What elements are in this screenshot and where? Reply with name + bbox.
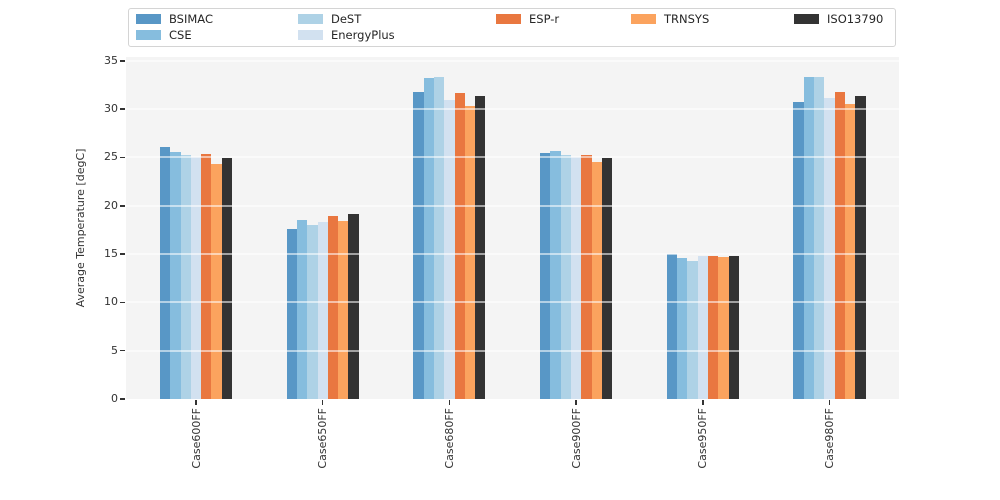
bar-ISO13790-Case680FF [475,95,486,399]
bar-ESP-r-Case900FF [581,154,592,399]
y-tick-label-35: 35 [104,53,118,67]
legend-swatch-BSIMAC [136,14,161,24]
y-tick-label-10: 10 [104,295,118,309]
bar-CSE-Case900FF [550,150,561,399]
bar-BSIMAC-Case950FF [666,254,678,399]
gridline-20 [126,204,899,207]
gridline-25 [126,156,899,159]
x-tick-mark [448,400,451,405]
y-tick-label-0: 0 [111,392,118,405]
bar-BSIMAC-Case600FF [159,146,171,399]
legend-swatch-ISO13790 [794,14,819,24]
bar-ISO13790-Case980FF [855,95,866,399]
y-tick-mark [120,108,125,110]
x-tick-label-Case980FF: Case980FF [823,408,836,469]
legend-label-CSE: CSE [169,28,192,42]
y-tick-label-5: 5 [111,343,118,357]
legend-label-DeST: DeST [331,12,362,26]
legend-swatch-EnergyPlus [298,30,323,40]
gridline-10 [126,301,899,304]
x-tick-label-Case600FF: Case600FF [189,408,203,469]
legend-label-ESP-r: ESP-r [529,12,560,26]
gridline-15 [126,253,899,256]
gridline-30 [126,108,899,111]
bar-DeST-Case650FF [307,225,318,399]
x-tick-mark [702,400,704,405]
bar-BSIMAC-Case900FF [540,152,551,399]
bar-ESP-r-Case950FF [707,256,719,399]
y-tick-mark [120,301,125,304]
bar-CSE-Case600FF [170,151,181,399]
bar-DeST-Case900FF [560,154,571,399]
bar-ESP-r-Case980FF [834,91,845,399]
x-tick-label-Case900FF: Case900FF [569,408,583,469]
y-tick-mark [120,349,125,352]
y-tick-mark [120,60,125,62]
x-tick-label-Case650FF: Case650FF [316,408,330,469]
x-tick-mark [828,400,831,405]
bar-BSIMAC-Case650FF [286,228,297,399]
bar-CSE-Case980FF [803,77,815,399]
bar-EnergyPlus-Case680FF [444,99,455,399]
bar-EnergyPlus-Case650FF [317,222,328,399]
bar-ISO13790-Case900FF [601,158,613,399]
legend-label-TRNSYS: TRNSYS [664,12,710,26]
x-tick-mark [321,400,324,405]
bar-TRNSYS-Case680FF [464,106,476,399]
y-tick-mark [120,398,125,400]
bar-DeST-Case600FF [180,154,191,399]
y-tick-label-20: 20 [104,198,118,212]
bar-CSE-Case650FF [296,220,308,399]
bar-TRNSYS-Case650FF [338,221,349,399]
legend-label-EnergyPlus: EnergyPlus [331,28,395,42]
bar-TRNSYS-Case950FF [718,256,729,399]
bar-TRNSYS-Case980FF [844,104,856,399]
bar-TRNSYS-Case600FF [211,164,222,399]
y-tick-mark [120,156,125,159]
bar-EnergyPlus-Case980FF [824,97,835,399]
bar-ESP-r-Case680FF [454,92,465,399]
y-tick-label-15: 15 [104,247,118,261]
bar-BSIMAC-Case980FF [793,102,804,399]
bar-ESP-r-Case650FF [327,216,339,399]
legend-label-BSIMAC: BSIMAC [169,12,213,26]
bar-ISO13790-Case950FF [728,256,739,399]
y-axis-label: Average Temperature [degC] [74,148,87,308]
bar-ESP-r-Case600FF [201,153,212,399]
bar-EnergyPlus-Case900FF [570,156,582,399]
legend-swatch-ESP-r [496,14,521,24]
y-tick-label-25: 25 [104,150,118,164]
x-tick-label-Case950FF: Case950FF [696,408,710,469]
bar-ISO13790-Case600FF [221,158,233,399]
x-tick-mark [195,400,197,405]
legend-swatch-TRNSYS [631,14,656,24]
gridline-5 [126,349,899,352]
bar-CSE-Case950FF [677,257,688,399]
legend-swatch-CSE [136,30,161,40]
y-tick-label-30: 30 [104,102,118,116]
x-tick-label-Case680FF: Case680FF [442,408,456,469]
bar-TRNSYS-Case900FF [591,162,602,399]
bar-DeST-Case980FF [814,77,825,399]
legend-swatch-DeST [298,14,323,24]
bar-ISO13790-Case650FF [348,214,359,399]
bar-EnergyPlus-Case950FF [697,256,708,399]
y-tick-mark [120,204,125,207]
legend: BSIMAC CSE DeST EnergyPlus ESP-r TRNSYS ISO137… [128,8,896,47]
bar-DeST-Case950FF [687,260,698,399]
legend-label-ISO13790: ISO13790 [827,12,884,26]
bar-BSIMAC-Case680FF [413,91,424,399]
plot-area [126,57,899,399]
bar-CSE-Case680FF [423,78,434,399]
bar-DeST-Case680FF [433,77,445,399]
bar-EnergyPlus-Case600FF [190,157,202,399]
y-tick-mark [120,253,125,255]
gridline-35 [126,59,899,62]
x-tick-mark [575,400,577,405]
